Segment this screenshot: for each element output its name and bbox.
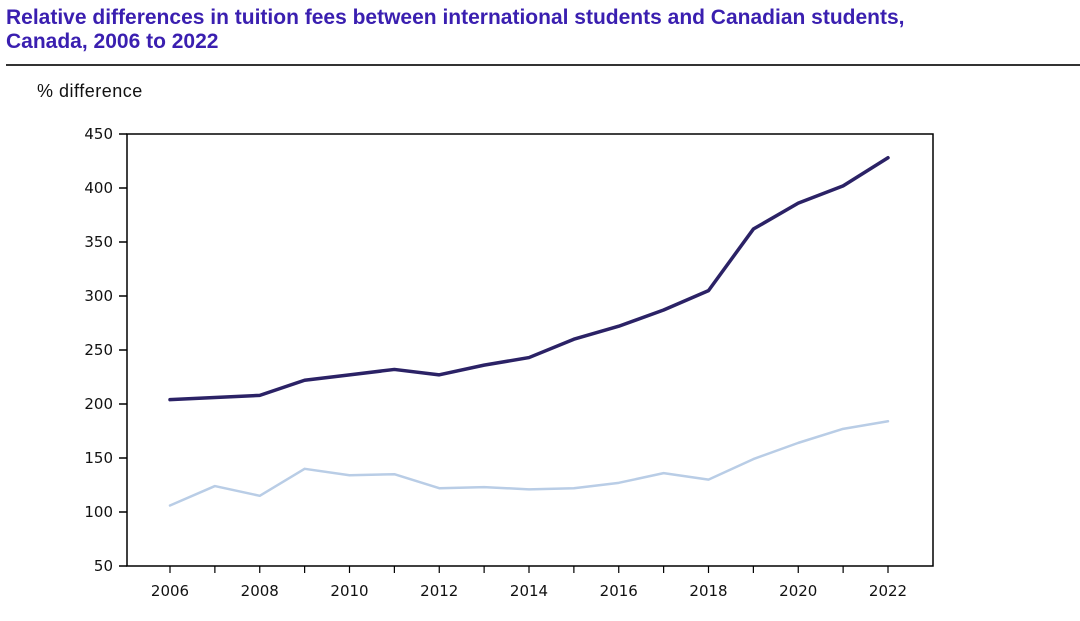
series-line-1 [168, 156, 890, 402]
x-tick-label: 2006 [151, 582, 189, 600]
y-tick-label: 400 [84, 179, 113, 197]
x-tick-label: 2010 [330, 582, 368, 600]
y-tick-label: 200 [84, 395, 113, 413]
x-tick-label: 2016 [600, 582, 638, 600]
y-tick-label: 250 [84, 341, 113, 359]
x-tick-label: 2012 [420, 582, 458, 600]
y-tick-label: 100 [84, 503, 113, 521]
chart-title: Relative differences in tuition fees bet… [6, 6, 1074, 54]
series-line-2 [168, 420, 890, 507]
chart-title-line-2: Canada, 2006 to 2022 [6, 30, 219, 53]
y-tick-label: 150 [84, 449, 113, 467]
y-tick-label: 350 [84, 233, 113, 251]
y-tick-label: 300 [84, 287, 113, 305]
y-axis-ticks: 50 100 150 200 250 300 350 400 450 [84, 125, 127, 575]
y-axis-label: % difference [37, 81, 143, 101]
chart-title-line-1: Relative differences in tuition fees bet… [6, 6, 905, 29]
x-tick-label: 2020 [779, 582, 817, 600]
x-tick-label: 2008 [241, 582, 279, 600]
x-axis-ticks: 2006 2008 2010 2012 2014 2016 2018 2020 2022 [151, 566, 907, 600]
x-tick-label: 2014 [510, 582, 548, 600]
series-lines [168, 156, 890, 507]
y-tick-label: 50 [94, 557, 113, 575]
x-tick-label: 2018 [689, 582, 727, 600]
y-tick-label: 450 [84, 125, 113, 143]
title-divider [6, 64, 1080, 66]
x-tick-label: 2022 [869, 582, 907, 600]
